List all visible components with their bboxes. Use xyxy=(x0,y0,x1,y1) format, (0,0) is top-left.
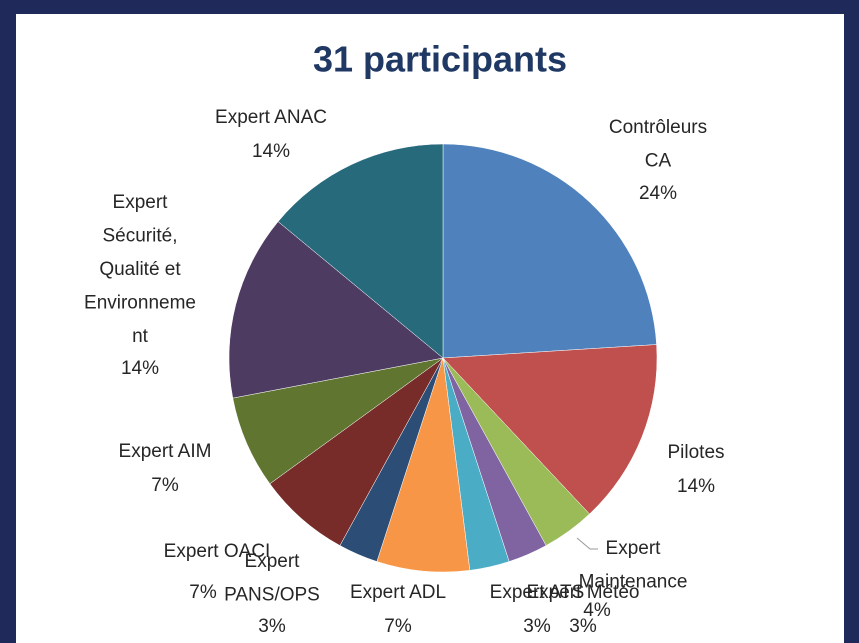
value-label: 3% xyxy=(258,616,286,637)
pie-slice xyxy=(228,221,444,399)
value-label: 4% xyxy=(583,600,611,621)
slice-label: Maintenance xyxy=(579,572,688,593)
slice-label: Expert ADL xyxy=(350,582,446,603)
slice-label: Expert xyxy=(113,192,169,213)
slice-label: Expert ATS xyxy=(490,582,585,603)
slice-label: Environneme xyxy=(84,293,196,314)
slice-label: Sécurité, xyxy=(103,226,178,247)
value-label: 7% xyxy=(384,616,412,637)
pie-slice xyxy=(442,344,658,515)
slice-label: PANS/OPS xyxy=(224,585,320,606)
slice-label: Expert xyxy=(245,551,301,572)
value-label: 14% xyxy=(121,358,159,379)
leader-line xyxy=(576,537,598,550)
slice-label: Expert AIM xyxy=(119,441,212,462)
slice-label: Pilotes xyxy=(667,442,724,463)
value-label: 7% xyxy=(189,582,217,603)
chart-title: 31 participants xyxy=(313,39,567,80)
slice-label: nt xyxy=(132,326,149,347)
value-label: 7% xyxy=(151,475,179,496)
slice-label: CA xyxy=(645,151,672,172)
slice-label: Expert xyxy=(606,538,662,559)
pie-slice xyxy=(277,143,444,359)
value-label: 14% xyxy=(677,476,715,497)
slice-label: Expert Météo xyxy=(527,582,640,603)
value-label: 3% xyxy=(569,616,597,637)
slice-label: Qualité et xyxy=(99,259,181,280)
value-label: 3% xyxy=(523,616,551,637)
pie-slice xyxy=(442,143,657,359)
value-label: 14% xyxy=(252,141,290,162)
slice-label: Expert ANAC xyxy=(215,107,327,128)
value-label: 24% xyxy=(639,183,677,204)
slice-label: Contrôleurs xyxy=(609,117,707,138)
slice-label: Expert OACI xyxy=(164,541,271,562)
